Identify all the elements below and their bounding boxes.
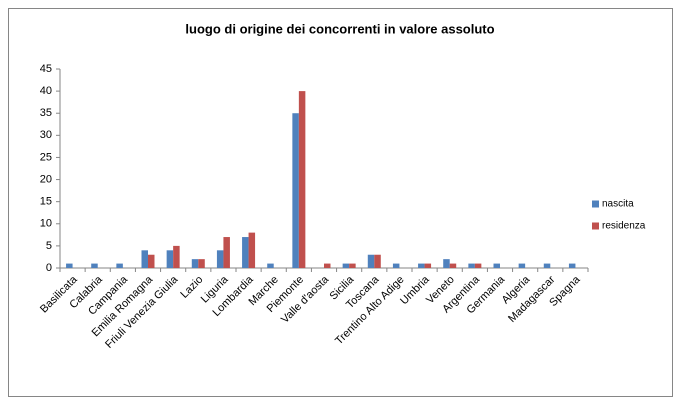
bar: [91, 263, 98, 268]
bar: [418, 263, 425, 268]
bar: [568, 263, 576, 268]
bar: [392, 263, 400, 268]
bar: [449, 263, 457, 268]
bar: [198, 259, 205, 268]
bar: [66, 263, 73, 268]
y-tick-label: 10: [40, 218, 52, 230]
bar: [148, 254, 155, 268]
legend-label: residenza: [602, 221, 646, 232]
bar: [166, 250, 174, 268]
bar: [342, 263, 350, 268]
bar: [292, 113, 299, 268]
bar: [324, 263, 331, 268]
bar: [518, 263, 526, 268]
bar: [367, 254, 375, 268]
y-tick-label: 20: [40, 173, 52, 185]
bar: [116, 263, 123, 268]
bar: [374, 254, 381, 268]
bar: [267, 263, 274, 268]
y-tick-label: 45: [40, 63, 52, 75]
bar: [223, 237, 230, 268]
bar: [173, 245, 180, 268]
bar: [349, 263, 356, 268]
bar: [424, 263, 432, 268]
bar: [242, 237, 249, 268]
y-tick-label: 5: [46, 240, 52, 252]
bar: [216, 250, 224, 268]
bar: [443, 259, 450, 268]
legend-swatch: [592, 222, 599, 230]
bar: [191, 259, 199, 268]
y-tick-label: 15: [40, 196, 52, 208]
y-tick-label: 30: [40, 129, 52, 141]
legend-label: nascita: [602, 199, 634, 210]
legend-swatch: [592, 200, 599, 208]
bar: [543, 263, 551, 268]
bar: [493, 263, 500, 268]
bar: [474, 263, 482, 268]
y-tick-label: 35: [40, 107, 52, 119]
bar: [298, 91, 306, 268]
chart-title: luogo di origine dei concorrenti in valo…: [185, 21, 494, 36]
y-tick-label: 25: [40, 151, 52, 163]
y-tick-label: 0: [46, 262, 52, 274]
bar: [468, 263, 475, 268]
bar: [141, 250, 148, 268]
y-tick-label: 40: [40, 85, 52, 97]
bar: [248, 232, 256, 268]
chart-border: [8, 8, 673, 397]
